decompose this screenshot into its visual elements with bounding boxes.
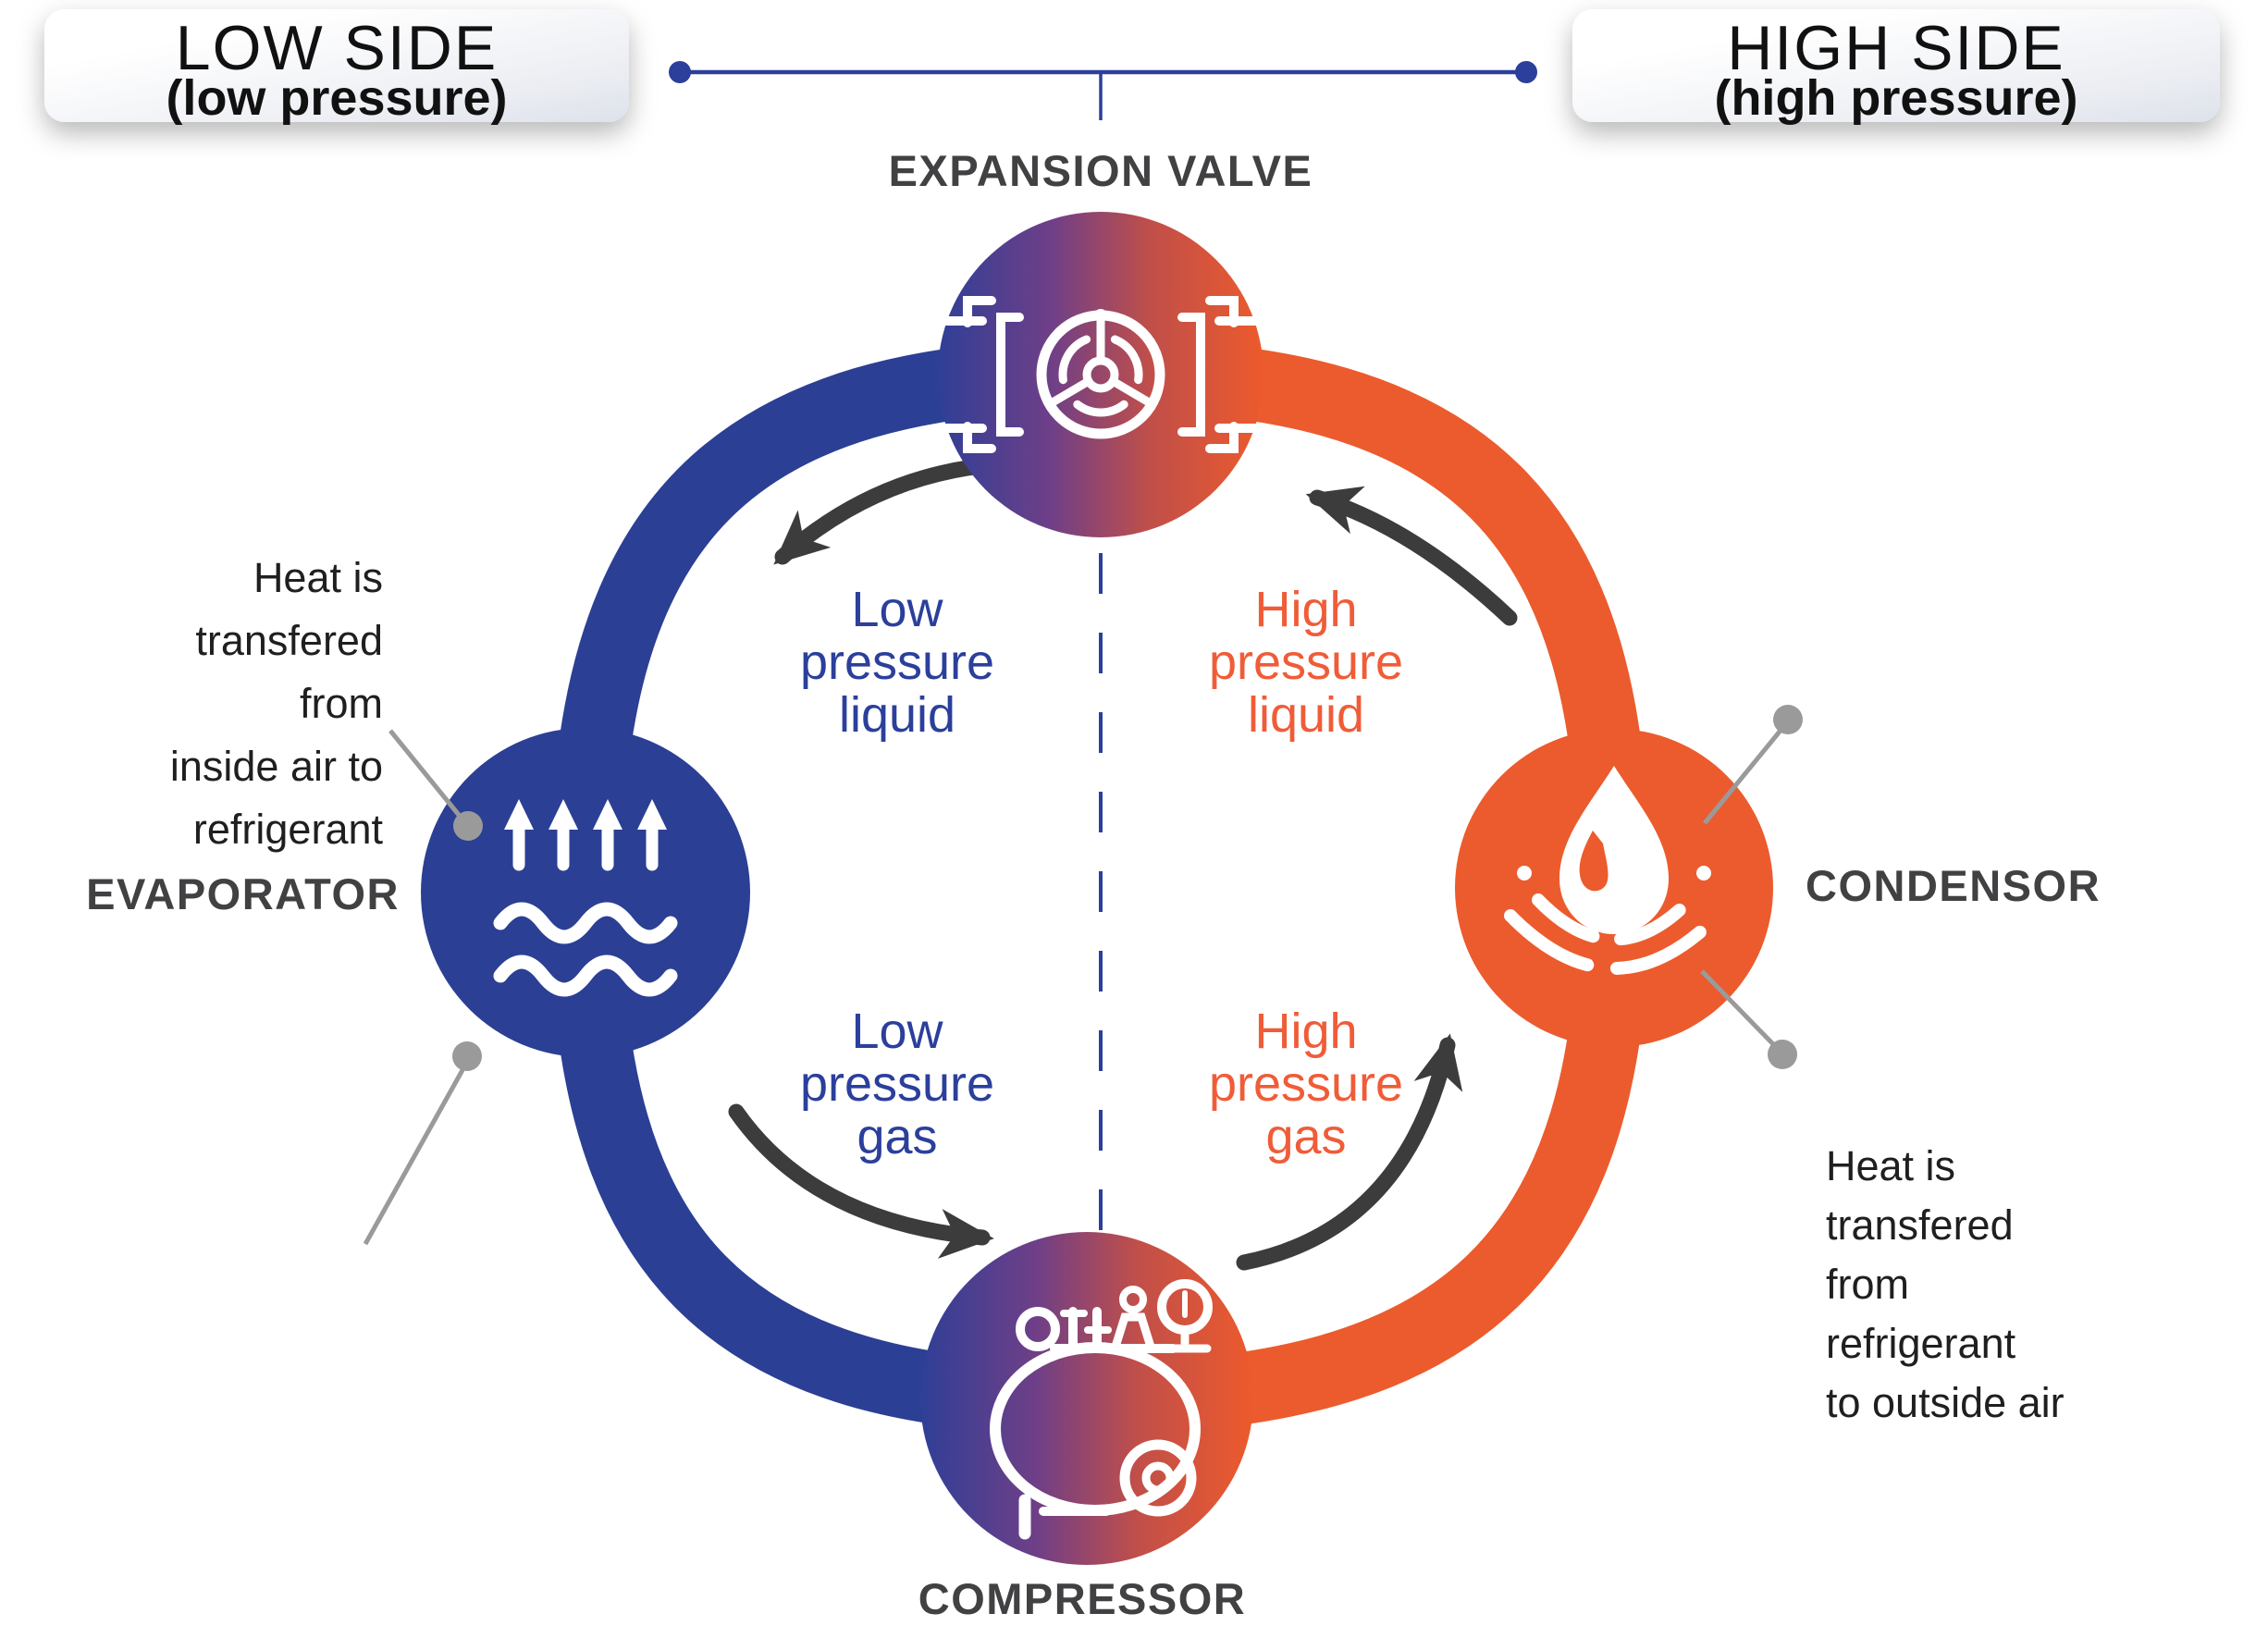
svg-text:transfered: transfered [195,617,383,664]
compressor-label: COMPRESSOR [918,1574,1247,1623]
svg-text:Heat is: Heat is [253,554,383,601]
svg-text:pressure: pressure [800,1056,994,1112]
expansion-valve-node [938,212,1263,537]
svg-text:from: from [1826,1261,1909,1308]
svg-text:Heat is: Heat is [1826,1142,1955,1189]
leader-dot [1773,705,1803,734]
svg-text:Low: Low [851,1004,943,1059]
valve-handwheel-icon [935,296,1266,453]
svg-text:gas: gas [857,1109,937,1164]
low-pressure-liquid-label: Low pressure liquid [800,582,994,743]
wave-line [493,954,678,997]
high-side-card: HIGH SIDE (high pressure) [1572,9,2220,126]
leader-dot [1768,1040,1797,1069]
svg-text:liquid: liquid [839,687,955,743]
low-side-card: LOW SIDE (low pressure) [44,9,629,126]
expansion-valve-label: EXPANSION VALVE [889,146,1313,195]
svg-text:refrigerant: refrigerant [193,806,384,853]
leader-dot [452,1041,482,1071]
svg-text:pressure: pressure [1209,634,1403,690]
svg-text:inside air to: inside air to [170,743,383,790]
svg-text:to outside air: to outside air [1826,1379,2065,1426]
svg-text:High: High [1254,1004,1357,1059]
wave-line [493,902,678,944]
evaporator-note: Heat is transfered from inside air to re… [170,554,483,1246]
leader-line [1700,969,1778,1049]
svg-text:High: High [1254,582,1357,637]
condensor-label: CONDENSOR [1806,861,2101,910]
low-pressure-gas-label: Low pressure gas [800,1004,994,1164]
leader-line [388,729,464,821]
leader-line [363,1060,470,1246]
connector-dot-left [669,61,691,83]
svg-text:transfered: transfered [1826,1201,2014,1249]
heat-absorb-waves-icon [493,799,678,997]
svg-text:from: from [300,680,383,727]
arrow-valve-to-evaporator [773,456,1007,565]
connector-dot-right [1515,61,1537,83]
evaporator-label: EVAPORATOR [86,869,400,918]
high-pressure-liquid-label: High pressure liquid [1209,582,1403,743]
compressor-tank-icon [990,1279,1213,1540]
droplet-icon [1504,766,1724,975]
svg-text:Low: Low [851,582,943,637]
svg-text:liquid: liquid [1248,687,1364,743]
condensor-note: Heat is transfered from refrigerant to o… [1700,705,2065,1426]
arrow-condensor-to-valve [1305,486,1518,626]
svg-text:pressure: pressure [800,634,994,690]
arrow-evaporator-to-compressor [728,1103,994,1259]
high-side-subtitle: (high pressure) [1714,70,2077,126]
up-arrows [504,799,667,871]
low-side-title: LOW SIDE [176,13,499,83]
high-side-title: HIGH SIDE [1727,13,2065,83]
arrow-compressor-to-condensor [1236,1033,1463,1271]
low-side-subtitle: (low pressure) [166,70,507,126]
leader-line [1703,725,1785,825]
svg-text:refrigerant: refrigerant [1826,1320,2016,1367]
evaporator-node [421,728,750,1057]
svg-text:pressure: pressure [1209,1056,1403,1112]
leader-dot [453,811,483,841]
svg-text:gas: gas [1265,1109,1346,1164]
high-pressure-gas-label: High pressure gas [1209,1004,1403,1164]
header-connector [669,61,1537,83]
